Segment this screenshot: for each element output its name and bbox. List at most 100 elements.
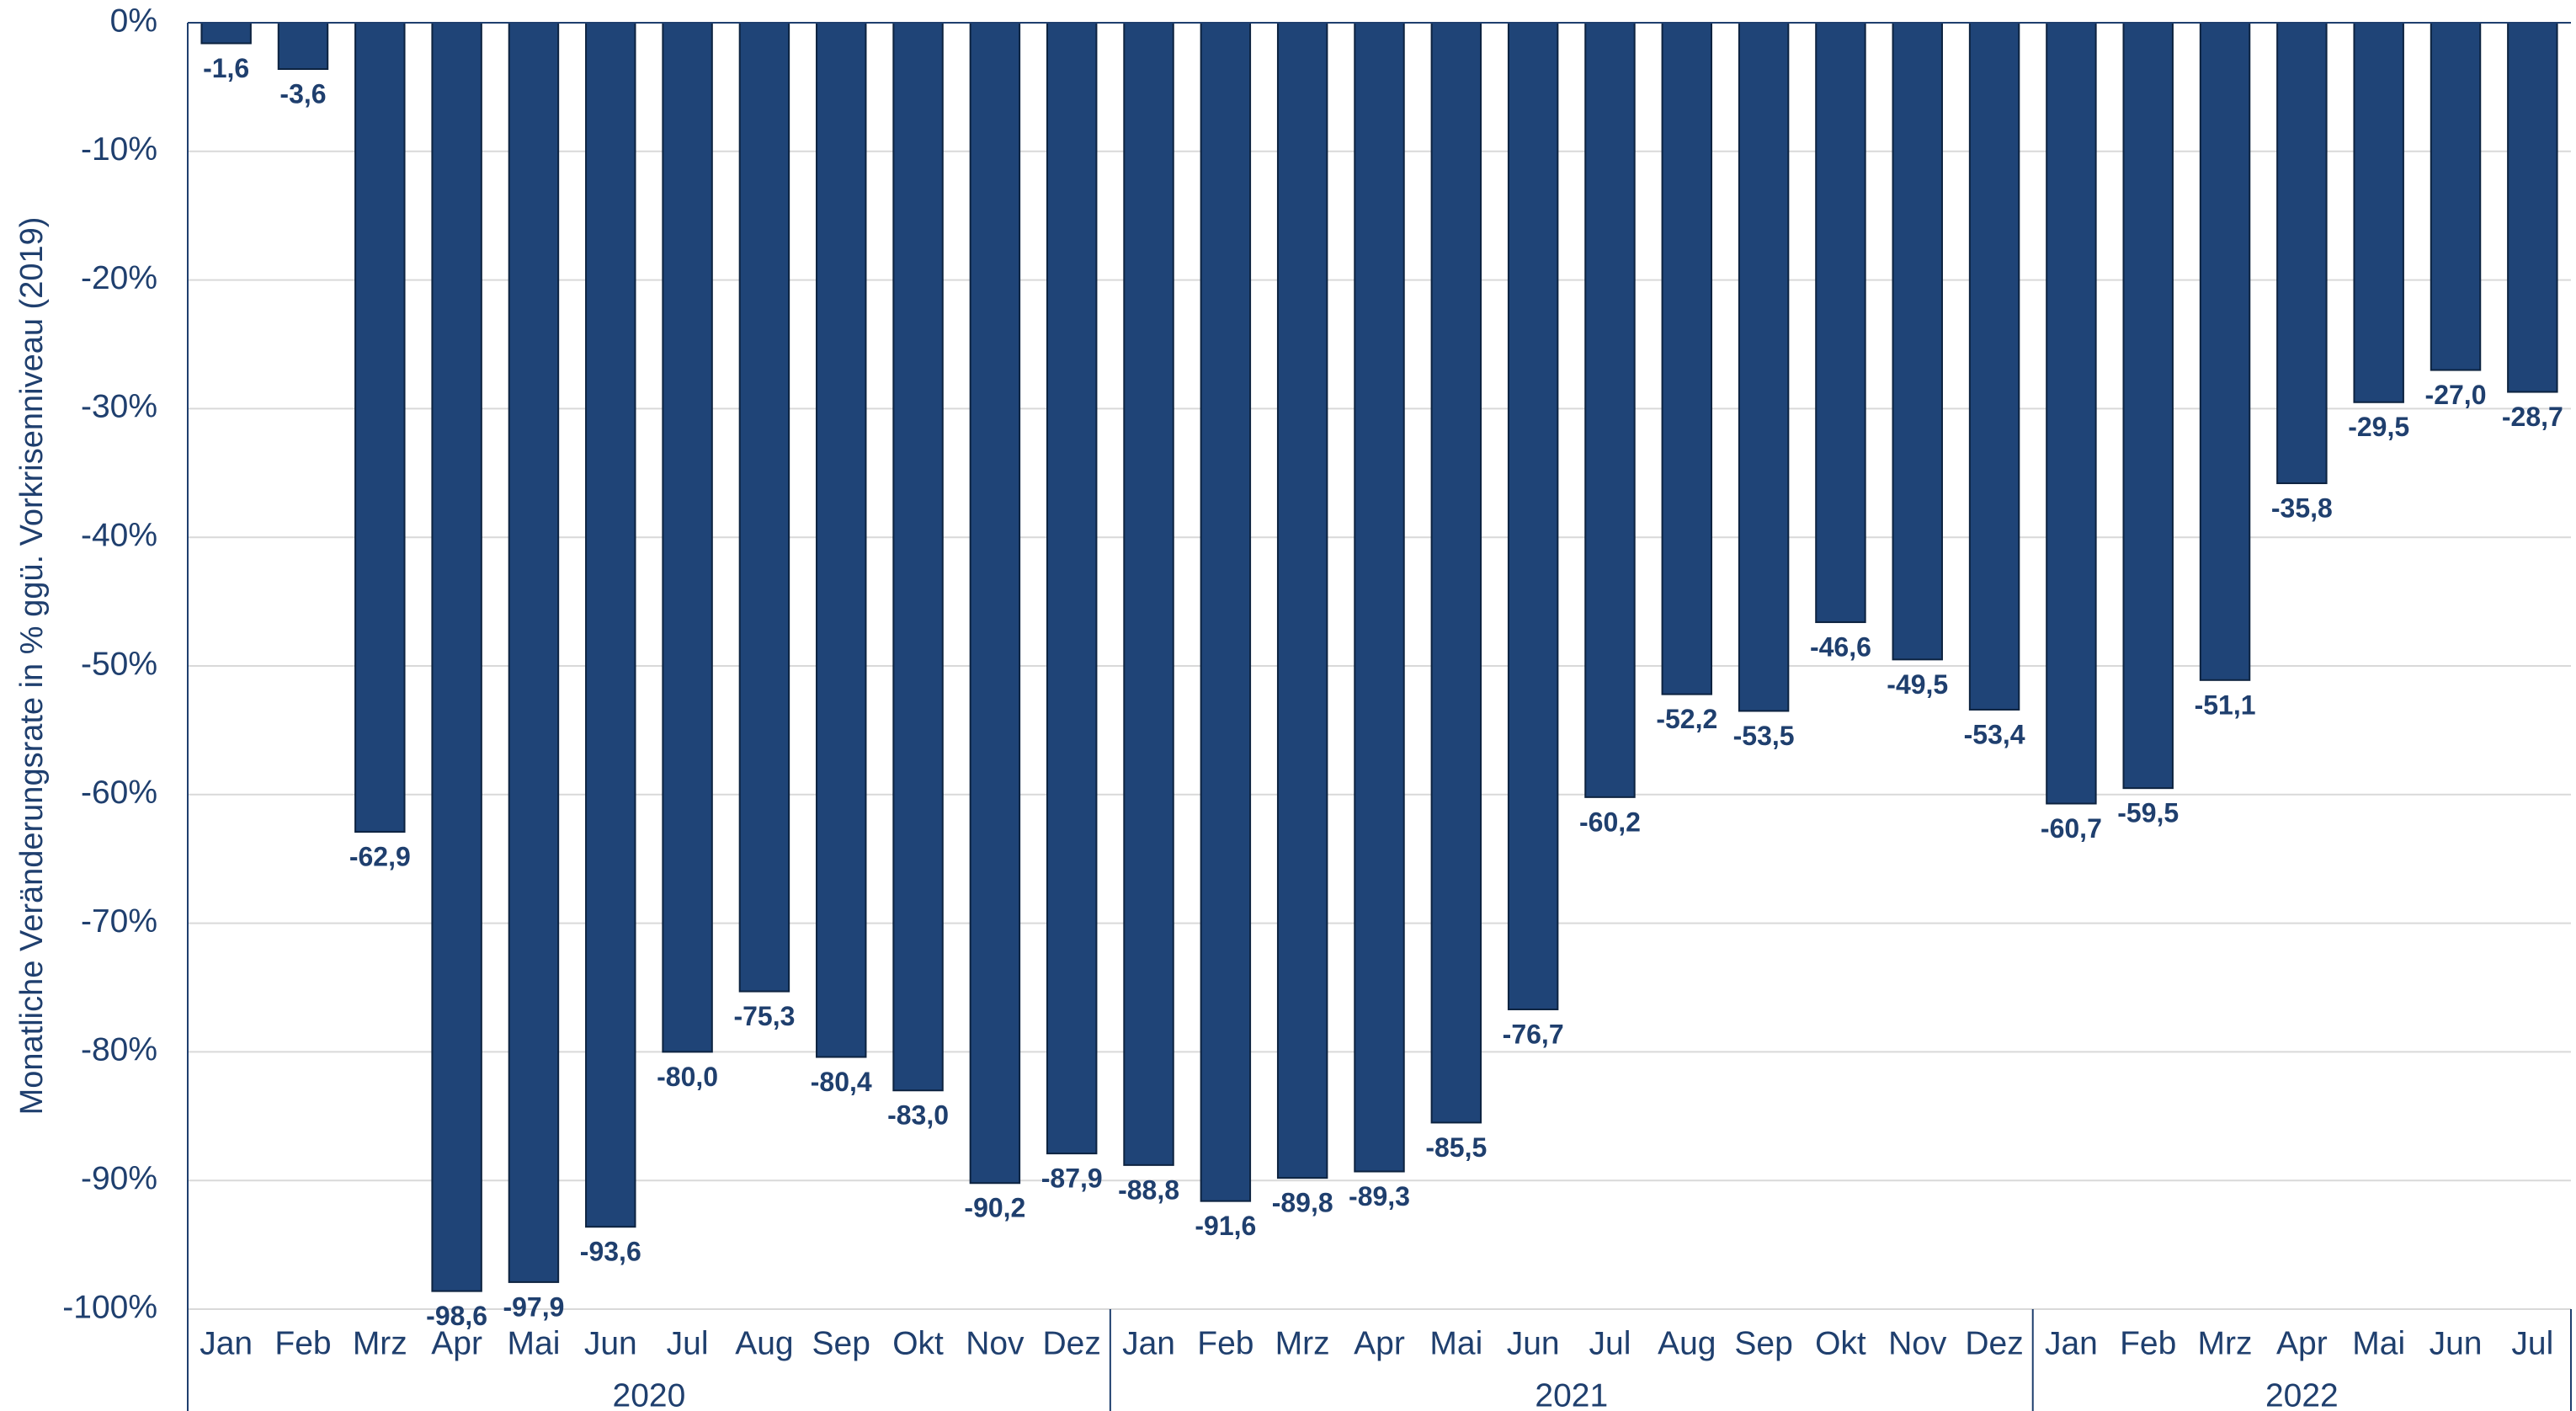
data-label: -90,2: [964, 1193, 1025, 1223]
x-tick-label: Mai: [1429, 1325, 1482, 1361]
bar: [2276, 22, 2328, 485]
data-label: -60,2: [1579, 807, 1641, 837]
data-label: -80,4: [811, 1067, 872, 1097]
x-tick-label: Dez: [1965, 1325, 2023, 1361]
data-label: -59,5: [2117, 798, 2179, 828]
data-label: -49,5: [1887, 669, 1948, 700]
bar: [508, 22, 560, 1283]
y-tick-label: -50%: [81, 646, 157, 682]
x-tick-label: Jun: [1507, 1325, 1560, 1361]
bar: [200, 22, 252, 45]
x-tick-label: Apr: [2276, 1325, 2328, 1361]
x-tick-label: Mrz: [1275, 1325, 1330, 1361]
y-axis-title: Monatliche Veränderungsrate in % ggü. Vo…: [14, 217, 50, 1115]
bar: [2430, 22, 2482, 371]
y-tick-label: -90%: [81, 1160, 157, 1196]
x-tick-label: Mrz: [2198, 1325, 2253, 1361]
x-tick-label: Okt: [1815, 1325, 1866, 1361]
bar: [354, 22, 406, 833]
bar: [1046, 22, 1098, 1155]
bar: [1661, 22, 1713, 695]
x-tick-label: Jul: [2511, 1325, 2553, 1361]
bar: [1507, 22, 1559, 1010]
bar: [1354, 22, 1405, 1173]
x-tick-label: Feb: [1197, 1325, 1253, 1361]
y-tick-label: -70%: [81, 903, 157, 940]
x-tick-label: Sep: [812, 1325, 870, 1361]
data-label: -53,4: [1964, 719, 2025, 749]
group-label: 2022: [2265, 1377, 2339, 1411]
data-label: -35,8: [2271, 493, 2333, 523]
data-label: -60,7: [2041, 813, 2102, 844]
bar: [816, 22, 867, 1058]
bar: [1276, 22, 1328, 1179]
data-label: -62,9: [349, 842, 411, 872]
bar: [1738, 22, 1790, 712]
bar: [2507, 22, 2558, 393]
x-tick-label: Mai: [2352, 1325, 2405, 1361]
data-label: -85,5: [1425, 1132, 1487, 1163]
bar: [1123, 22, 1174, 1166]
x-tick-label: Jan: [200, 1325, 253, 1361]
bar: [2199, 22, 2251, 681]
x-tick-label: Jul: [1589, 1325, 1631, 1361]
x-tick-label: Dez: [1043, 1325, 1101, 1361]
data-label: -98,6: [426, 1301, 487, 1331]
data-label: -89,3: [1349, 1181, 1410, 1211]
group-label: 2020: [613, 1377, 686, 1411]
x-tick-label: Aug: [1658, 1325, 1716, 1361]
data-label: -29,5: [2348, 412, 2409, 442]
bar: [969, 22, 1021, 1185]
bar: [892, 22, 944, 1092]
data-label: -83,0: [887, 1100, 949, 1131]
y-tick-label: -80%: [81, 1032, 157, 1068]
bar: [1584, 22, 1636, 798]
data-label: -93,6: [580, 1237, 641, 1267]
x-tick-label: Jan: [1122, 1325, 1175, 1361]
bar: [1892, 22, 1943, 661]
x-tick-label: Jan: [2045, 1325, 2098, 1361]
bar: [1815, 22, 1866, 624]
group-label: 2021: [1535, 1377, 1608, 1411]
data-label: -80,0: [657, 1062, 718, 1092]
y-tick-label: 0%: [110, 3, 157, 39]
data-label: -91,6: [1195, 1211, 1256, 1241]
x-tick-label: Apr: [431, 1325, 482, 1361]
data-label: -1,6: [203, 53, 249, 83]
data-label: -89,8: [1272, 1188, 1333, 1218]
data-label: -75,3: [733, 1001, 795, 1031]
data-label: -53,5: [1733, 721, 1795, 751]
y-tick-label: -30%: [81, 389, 157, 425]
bar: [585, 22, 636, 1228]
x-tick-label: Feb: [274, 1325, 331, 1361]
bar: [2353, 22, 2404, 403]
data-label: -46,6: [1810, 632, 1871, 663]
bar: [431, 22, 482, 1292]
x-tick-label: Jun: [584, 1325, 637, 1361]
x-tick-label: Nov: [966, 1325, 1025, 1361]
bar: [662, 22, 713, 1053]
x-tick-label: Okt: [892, 1325, 944, 1361]
data-label: -3,6: [279, 78, 326, 109]
bar: [1968, 22, 2020, 711]
bar: [1430, 22, 1482, 1124]
x-tick-label: Sep: [1734, 1325, 1792, 1361]
data-label: -27,0: [2425, 380, 2487, 410]
y-tick-label: -10%: [81, 131, 157, 168]
y-tick-label: -40%: [81, 517, 157, 553]
data-label: -88,8: [1118, 1174, 1179, 1205]
x-tick-label: Nov: [1888, 1325, 1947, 1361]
bar: [1200, 22, 1252, 1202]
y-tick-label: -20%: [81, 260, 157, 296]
data-label: -51,1: [2195, 690, 2256, 720]
x-tick-label: Apr: [1354, 1325, 1405, 1361]
data-label: -76,7: [1503, 1019, 1564, 1049]
x-tick-label: Mai: [508, 1325, 561, 1361]
data-label: -97,9: [503, 1291, 564, 1322]
x-tick-label: Feb: [2120, 1325, 2176, 1361]
data-label: -28,7: [2502, 402, 2563, 432]
x-tick-label: Jun: [2430, 1325, 2483, 1361]
y-tick-label: -60%: [81, 775, 157, 811]
data-label: -87,9: [1041, 1163, 1103, 1194]
